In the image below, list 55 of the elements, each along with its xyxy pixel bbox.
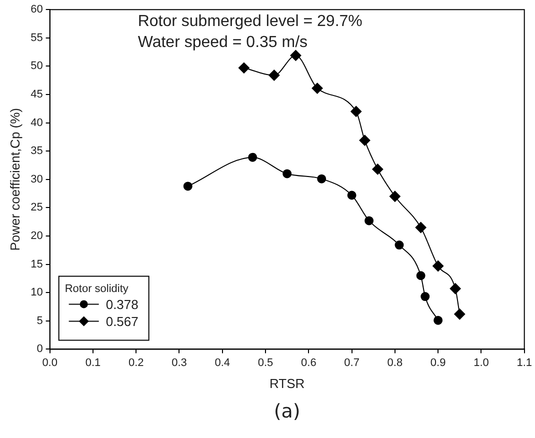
- x-tick-label: 0.1: [85, 356, 101, 369]
- x-tick-label: 0.5: [258, 356, 274, 369]
- y-tick-label: 45: [30, 88, 43, 101]
- point: [248, 152, 258, 162]
- point: [434, 316, 443, 325]
- y-tick-label: 30: [30, 173, 43, 186]
- point: [238, 62, 250, 74]
- y-tick-label: 35: [30, 145, 43, 158]
- x-tick-label: 0.3: [172, 356, 187, 369]
- point: [454, 308, 466, 320]
- y-tick-label: 25: [30, 202, 43, 214]
- point: [268, 70, 280, 81]
- point: [432, 260, 444, 272]
- x-tick-label: 0.7: [344, 356, 360, 369]
- y-tick-label: 10: [30, 286, 43, 299]
- y-tick-label: 50: [30, 60, 43, 72]
- y-tick-label: 15: [30, 258, 43, 270]
- x-tick-label: 0.0: [42, 356, 58, 369]
- legend-title: Rotor solidity: [64, 283, 129, 296]
- text: (a): [274, 400, 300, 422]
- point: [282, 169, 292, 178]
- y-tick-label: 5: [36, 314, 43, 327]
- x-tick-label: 1.1: [516, 356, 532, 369]
- point: [415, 222, 426, 234]
- y-tick-label: 0: [36, 343, 43, 356]
- point: [290, 50, 302, 61]
- x-tick-label: 0.9: [430, 356, 446, 369]
- x-axis-title: RTSR: [270, 376, 305, 391]
- point: [317, 174, 326, 184]
- point: [312, 82, 323, 94]
- point: [364, 216, 374, 226]
- point: [347, 190, 356, 200]
- legend-label: 0.378: [106, 296, 138, 312]
- x-tick-label: 1.0: [474, 356, 489, 369]
- legend-label: 0.567: [106, 314, 138, 329]
- y-tick-label: 55: [30, 32, 43, 44]
- y-axis-title: Power coefficient,Cp (%): [7, 108, 22, 251]
- point: [359, 134, 370, 146]
- y-tick-label: 20: [30, 230, 43, 242]
- x-tick-label: 0.8: [387, 356, 403, 369]
- y-tick-label: 40: [30, 116, 43, 129]
- point: [420, 292, 430, 302]
- x-tick-label: 0.2: [128, 356, 144, 369]
- point: [183, 182, 192, 191]
- point: [350, 106, 362, 117]
- point: [394, 240, 404, 250]
- point: [450, 283, 461, 294]
- x-tick-label: 0.4: [214, 356, 230, 369]
- point: [416, 271, 426, 280]
- point: [372, 164, 384, 175]
- annotation: Rotor submerged level = 29.7%: [138, 13, 362, 30]
- annotation: Water speed = 0.35 m/s: [138, 34, 308, 52]
- y-tick-label: 60: [30, 4, 43, 16]
- point: [389, 190, 400, 202]
- x-tick-label: 0.6: [301, 356, 316, 369]
